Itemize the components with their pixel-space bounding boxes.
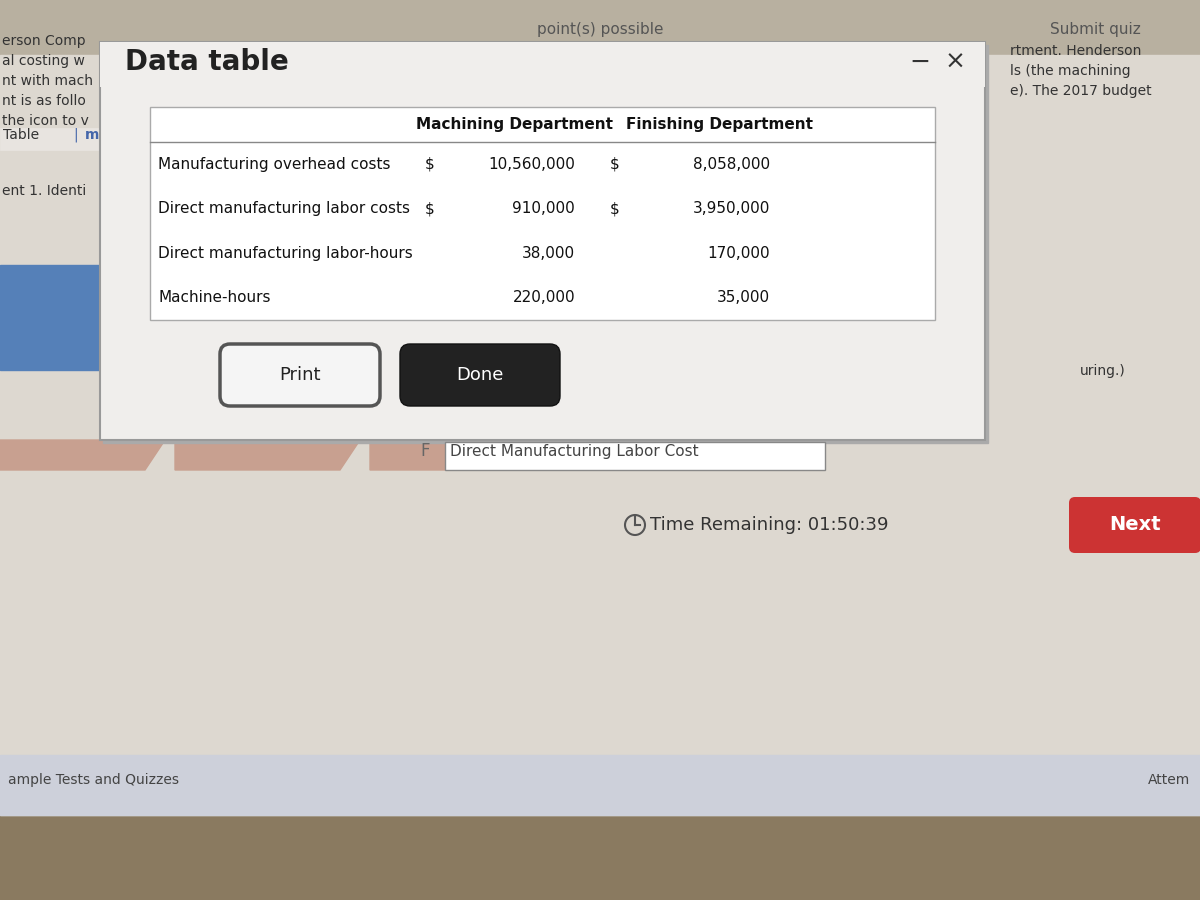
Text: 3,950,000: 3,950,000 <box>692 202 770 216</box>
Text: Next: Next <box>1109 516 1160 535</box>
FancyBboxPatch shape <box>220 344 380 406</box>
Text: erson Comp: erson Comp <box>2 34 85 48</box>
Text: Finishing Department: Finishing Department <box>626 117 814 132</box>
Text: Table: Table <box>2 128 40 142</box>
Text: 220,000: 220,000 <box>512 290 575 305</box>
Text: e). The 2017 budget: e). The 2017 budget <box>1010 84 1152 98</box>
Bar <box>0 128 166 150</box>
Text: 10,560,000: 10,560,000 <box>488 157 575 172</box>
Text: the icon to v: the icon to v <box>2 114 89 128</box>
Bar <box>103 45 988 443</box>
Text: 8,058,000: 8,058,000 <box>692 157 770 172</box>
Text: ×: × <box>944 50 966 74</box>
Bar <box>0 0 1200 55</box>
Bar <box>0 55 1200 815</box>
Text: rtment. Henderson: rtment. Henderson <box>1010 44 1141 58</box>
Text: Time Remaining: 01:50:39: Time Remaining: 01:50:39 <box>650 516 888 534</box>
Text: Machine-hours: Machine-hours <box>158 290 270 305</box>
FancyBboxPatch shape <box>1069 497 1200 553</box>
Text: Print: Print <box>280 366 320 384</box>
Text: Direct Manufacturing Labor Cost: Direct Manufacturing Labor Cost <box>450 444 698 459</box>
Text: point(s) possible: point(s) possible <box>536 22 664 37</box>
Text: |: | <box>73 128 78 142</box>
Bar <box>0 265 166 370</box>
Bar <box>445 442 826 470</box>
Text: ls (the machining: ls (the machining <box>1010 64 1130 78</box>
Text: $: $ <box>610 157 619 172</box>
Text: ent 1. Identi: ent 1. Identi <box>2 184 86 198</box>
Text: $: $ <box>425 157 434 172</box>
Text: 170,000: 170,000 <box>707 246 770 261</box>
Text: Direct manufacturing labor costs: Direct manufacturing labor costs <box>158 202 410 216</box>
Text: nt is as follo: nt is as follo <box>2 94 86 108</box>
Text: al costing w: al costing w <box>2 54 85 68</box>
Text: ample Tests and Quizzes: ample Tests and Quizzes <box>8 773 179 787</box>
Text: Data table: Data table <box>125 48 289 76</box>
Text: nt with mach: nt with mach <box>2 74 94 88</box>
Text: Direct manufacturing labor-hours: Direct manufacturing labor-hours <box>158 246 413 261</box>
Bar <box>100 42 985 87</box>
Bar <box>0 755 1200 815</box>
Text: Attem: Attem <box>1147 773 1190 787</box>
Text: Manufacturing overhead costs: Manufacturing overhead costs <box>158 157 390 172</box>
Text: $: $ <box>425 202 434 216</box>
Text: F: F <box>420 442 430 460</box>
Polygon shape <box>0 440 166 470</box>
Text: Machining Department: Machining Department <box>416 117 613 132</box>
Text: 910,000: 910,000 <box>512 202 575 216</box>
Polygon shape <box>370 440 554 470</box>
Bar <box>0 815 1200 900</box>
Text: −: − <box>910 50 930 74</box>
FancyBboxPatch shape <box>400 344 560 406</box>
Polygon shape <box>175 440 360 470</box>
Text: Submit quiz: Submit quiz <box>1050 22 1141 37</box>
Bar <box>100 42 985 440</box>
Bar <box>150 107 935 320</box>
Text: $: $ <box>610 202 619 216</box>
Text: ments: ments <box>85 128 133 142</box>
Text: 35,000: 35,000 <box>716 290 770 305</box>
Text: Done: Done <box>456 366 504 384</box>
Text: uring.): uring.) <box>1080 364 1126 378</box>
Text: 38,000: 38,000 <box>522 246 575 261</box>
